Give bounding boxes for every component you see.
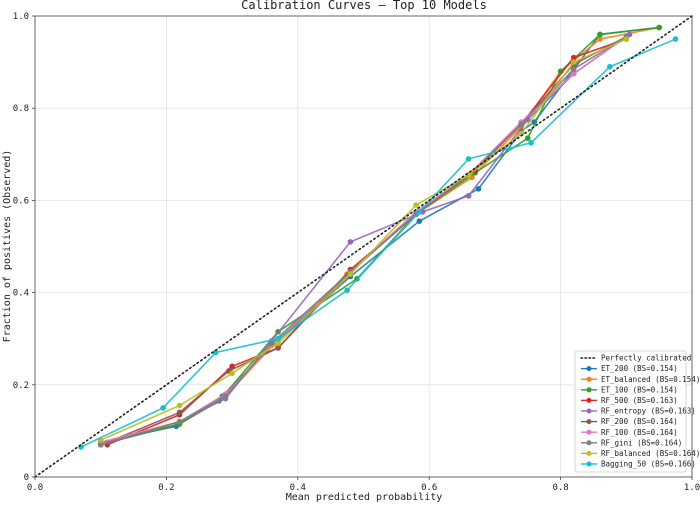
series-point xyxy=(268,340,275,347)
legend-box xyxy=(574,350,687,473)
y-tick-label: 0.8 xyxy=(13,104,29,114)
series-point xyxy=(570,59,577,65)
series-point xyxy=(222,393,229,400)
series-group xyxy=(78,36,679,450)
legend-swatch-marker xyxy=(586,419,592,425)
plot-layer xyxy=(34,15,693,478)
series-point xyxy=(275,340,281,347)
series-point xyxy=(229,363,235,370)
legend-swatch-marker xyxy=(586,397,592,403)
chart-title: Calibration Curves — Top 10 Models xyxy=(241,0,487,12)
legend-swatch-marker xyxy=(586,440,592,446)
perfect-calibration-line xyxy=(34,15,693,478)
legend-entry-label: ET_balanced (BS=0.154) xyxy=(601,375,700,384)
series-point xyxy=(607,63,613,70)
series-point xyxy=(623,36,630,42)
series-point xyxy=(275,345,281,351)
series-point xyxy=(176,409,183,416)
series-point xyxy=(176,418,183,425)
y-tick-label: 0.2 xyxy=(13,381,29,391)
series-point xyxy=(597,36,603,42)
series-point xyxy=(656,24,662,31)
series-point xyxy=(672,36,679,42)
series-point xyxy=(212,349,219,356)
legend-entry-label: RF_entropy (BS=0.163) xyxy=(601,407,696,416)
legend-entry-label: RF_500 (BS=0.163) xyxy=(601,396,678,405)
legend-entry-label: ET_200 (BS=0.154) xyxy=(601,364,678,373)
series-line xyxy=(80,38,676,448)
legend-entry-label: RF_100 (BS=0.164) xyxy=(601,428,678,437)
series-point xyxy=(416,209,423,215)
y-tick-label: 0 xyxy=(24,473,29,483)
series-point xyxy=(570,70,577,77)
series-point xyxy=(176,402,183,409)
legend-swatch-marker xyxy=(586,366,592,372)
series-point xyxy=(97,441,104,448)
legend-swatch-marker xyxy=(586,450,592,456)
series-point xyxy=(570,66,577,72)
series-point xyxy=(528,139,534,146)
x-tick-label: 0.8 xyxy=(552,483,568,493)
series-point xyxy=(465,156,472,162)
series-point xyxy=(597,31,603,38)
series-point xyxy=(275,335,281,342)
y-axis-label: Fraction of positives (Observed) xyxy=(2,150,13,343)
legend-entry-label: ET_100 (BS=0.154) xyxy=(601,385,678,394)
x-axis-label: Mean predicted probability xyxy=(286,492,443,503)
series-point xyxy=(518,121,524,128)
series-line xyxy=(100,33,631,446)
legend-entry-label: Bagging_50 (BS=0.166) xyxy=(601,460,696,469)
series-point xyxy=(229,370,235,377)
legend-swatch-marker xyxy=(586,376,592,382)
series-point xyxy=(465,192,472,199)
y-tick-label: 1.0 xyxy=(13,12,29,22)
series-line xyxy=(100,38,627,441)
series-point xyxy=(347,271,354,277)
series-point xyxy=(475,186,482,192)
series-point xyxy=(524,135,531,141)
series-point xyxy=(416,218,423,224)
series-point xyxy=(347,239,354,245)
legend-swatch-marker xyxy=(586,387,592,393)
x-tick-label: 0.6 xyxy=(421,483,437,493)
x-tick-label: 0.4 xyxy=(290,483,306,493)
legend-entry-label: Perfectly calibrated xyxy=(601,354,691,363)
legend-swatch-marker xyxy=(586,461,592,467)
plot-frame xyxy=(34,15,693,478)
legend-entry-label: RF_balanced (BS=0.164) xyxy=(601,449,700,458)
legend-swatch-marker xyxy=(586,429,592,435)
tick-layer: 0.0 0.2 0.4 0.6 0.8 1.0 0 0.2 0.4 0.6 0.8 1.0 xyxy=(13,12,700,493)
y-tick-label: 0.4 xyxy=(13,289,29,299)
legend-swatch-marker xyxy=(586,408,592,414)
x-tick-label: 0.0 xyxy=(27,483,43,493)
series-point xyxy=(160,405,166,411)
series-point xyxy=(344,287,350,294)
legend-entry-label: RF_200 (BS=0.164) xyxy=(601,417,678,426)
x-tick-label: 1.0 xyxy=(684,483,700,493)
series-point xyxy=(570,54,577,61)
legend-entry-label: RF_gini (BS=0.164) xyxy=(601,438,682,447)
x-tick-label: 0.2 xyxy=(158,483,174,493)
y-tick-label: 0.6 xyxy=(13,196,29,206)
series-point xyxy=(413,202,419,208)
